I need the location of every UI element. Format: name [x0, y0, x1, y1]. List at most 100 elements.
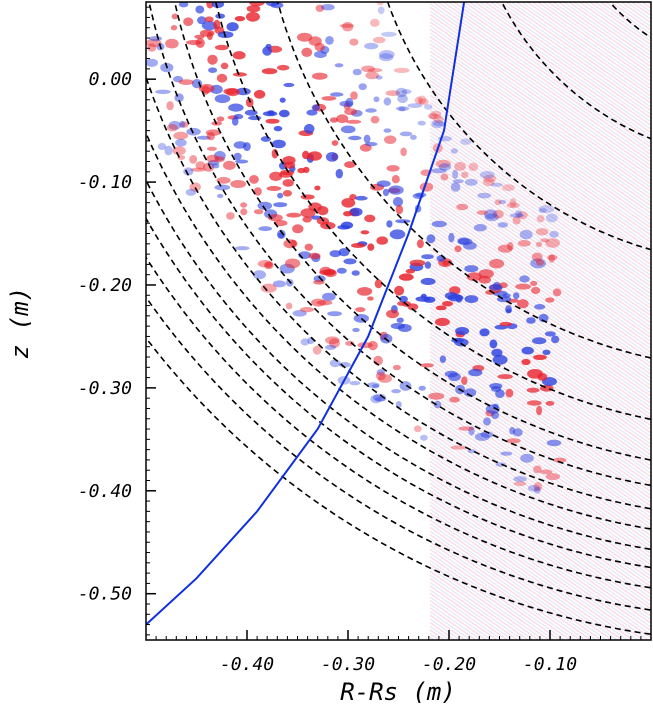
- wave-blob: [381, 31, 397, 37]
- wave-blob: [483, 417, 491, 426]
- wave-blob: [340, 125, 356, 134]
- wave-blob: [361, 65, 376, 73]
- wave-blob: [300, 338, 310, 346]
- wave-blob: [376, 180, 391, 187]
- wave-blob: [391, 389, 401, 394]
- wave-blob: [214, 94, 231, 104]
- heatmap-area: [146, 2, 651, 640]
- wave-blob: [195, 5, 205, 14]
- x-tick-label: -0.30: [321, 654, 375, 675]
- wave-blob: [384, 135, 397, 144]
- wave-blob: [372, 384, 380, 389]
- wave-blob: [420, 363, 434, 368]
- wave-blob: [409, 259, 426, 267]
- wave-blob: [173, 131, 189, 140]
- wave-blob: [539, 208, 547, 213]
- wave-blob: [315, 4, 325, 12]
- wave-blob: [386, 220, 393, 228]
- wave-blob: [489, 258, 505, 269]
- wave-blob: [457, 237, 470, 245]
- flux-surface: [276, 2, 651, 359]
- wave-blob: [526, 387, 540, 393]
- wave-blob: [189, 155, 198, 164]
- wave-blob: [533, 486, 541, 494]
- wave-blob: [452, 169, 459, 179]
- wave-blob: [207, 54, 218, 65]
- wave-blob: [149, 36, 162, 42]
- wave-blob: [198, 83, 215, 93]
- wave-blob: [553, 457, 567, 463]
- wave-blob: [261, 68, 278, 75]
- wave-blob: [364, 42, 379, 50]
- wave-blob: [530, 286, 541, 295]
- wave-blob: [502, 184, 515, 192]
- wave-blob: [249, 175, 259, 184]
- wave-blob: [329, 92, 344, 97]
- wave-blob: [331, 140, 339, 146]
- wave-blob: [428, 112, 438, 120]
- wave-blob: [233, 152, 242, 161]
- wave-blob: [466, 272, 482, 282]
- wave-blob: [480, 431, 494, 438]
- wave-blob: [328, 338, 340, 348]
- wave-blob: [302, 216, 312, 223]
- wave-blob: [376, 369, 385, 376]
- wave-blob: [551, 335, 560, 344]
- wave-blob: [234, 16, 246, 22]
- y-axis-label: z (m): [6, 287, 34, 359]
- wave-blob: [494, 199, 502, 206]
- wave-blob: [428, 113, 442, 120]
- wave-blob: [538, 205, 555, 214]
- wave-blob: [506, 438, 521, 444]
- wave-blob: [178, 2, 189, 8]
- wave-blob: [317, 206, 329, 216]
- wave-blob: [513, 476, 527, 482]
- wave-blob: [273, 125, 283, 132]
- wave-blob: [285, 302, 293, 310]
- wave-blob: [321, 3, 335, 11]
- y-tick-label: -0.40: [78, 481, 132, 502]
- wave-blob: [270, 2, 284, 9]
- wave-blob: [464, 178, 478, 186]
- flux-surface: [146, 178, 651, 551]
- wave-blob: [358, 83, 367, 91]
- wave-blob: [146, 58, 158, 67]
- wave-blob: [308, 252, 321, 260]
- wave-blob: [536, 405, 543, 416]
- flux-surface: [148, 2, 651, 487]
- wave-blob: [189, 182, 201, 192]
- wave-blob: [357, 287, 373, 296]
- wave-blob: [321, 96, 337, 101]
- wave-blob: [349, 207, 363, 217]
- wave-blob: [394, 285, 405, 296]
- wave-blob: [507, 242, 514, 251]
- wave-blob: [398, 273, 414, 281]
- wave-blob: [164, 145, 173, 156]
- wave-blob: [417, 120, 426, 126]
- wave-blob: [360, 230, 370, 235]
- wave-blob: [206, 31, 213, 41]
- wave-blob: [300, 194, 315, 200]
- wave-blob: [253, 209, 264, 215]
- wave-blob: [521, 358, 531, 366]
- wave-blob: [279, 171, 293, 178]
- wave-blob: [468, 426, 475, 436]
- wave-blob: [455, 327, 470, 335]
- wave-blob: [513, 481, 527, 487]
- wave-blob: [178, 79, 194, 85]
- wave-blob: [430, 168, 447, 174]
- wave-blob: [201, 21, 217, 31]
- wave-blob: [450, 445, 467, 450]
- wave-blob: [216, 73, 228, 83]
- wave-blob: [211, 163, 220, 169]
- wave-blob: [420, 277, 436, 286]
- x-tick-label: -0.40: [220, 654, 274, 675]
- wave-blob: [367, 68, 383, 73]
- wave-blob: [505, 305, 512, 314]
- wave-blob: [235, 159, 249, 164]
- wave-blob: [214, 44, 229, 51]
- wave-blob: [186, 127, 201, 136]
- wave-blob: [377, 6, 385, 15]
- wave-blob: [355, 195, 368, 201]
